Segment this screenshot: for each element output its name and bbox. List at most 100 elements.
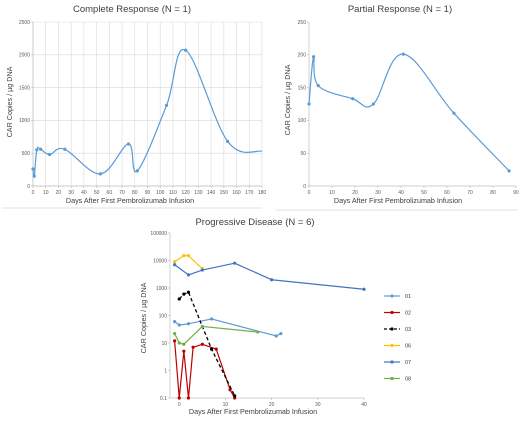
y-tick-label: 0 [27, 184, 30, 190]
x-tick-label: 120 [181, 190, 190, 196]
data-point [173, 263, 177, 267]
y-tick-label: 2500 [19, 20, 30, 26]
data-point [39, 147, 43, 151]
legend-label-01: 01 [405, 294, 411, 300]
data-point [200, 342, 204, 346]
data-point [362, 287, 366, 291]
y-axis-label: CAR Copies / µg DNA [5, 66, 14, 137]
data-point [47, 152, 52, 157]
x-tick-label: 60 [107, 190, 113, 196]
y-tick-label: 500 [22, 151, 31, 157]
y-tick-label: 150 [298, 85, 307, 91]
x-tick-label: 40 [361, 402, 367, 408]
x-axis-label: Days After First Pembrolizumab Infusion [334, 196, 462, 205]
data-point [182, 342, 186, 346]
data-point [164, 103, 169, 107]
series-line-07 [174, 262, 365, 290]
data-point [226, 139, 230, 143]
x-tick-label: 20 [352, 190, 358, 196]
x-tick-label: 100 [156, 190, 165, 196]
y-tick-label: 1000 [156, 286, 167, 292]
x-tick-label: 170 [245, 190, 254, 196]
x-tick-label: 60 [444, 190, 450, 196]
x-tick-label: 90 [145, 190, 151, 196]
x-tick-label: 110 [169, 190, 177, 196]
y-tick-label: 200 [298, 53, 307, 59]
data-point [186, 396, 191, 400]
data-point [98, 172, 103, 176]
data-point [63, 147, 67, 151]
x-tick-label: 150 [220, 190, 229, 196]
x-tick-label: 70 [119, 190, 125, 196]
legend-label-08: 08 [405, 377, 411, 383]
y-axis-label: CAR Copies / µg DNA [283, 64, 292, 135]
y-tick-label: 100 [159, 313, 168, 319]
legend-marker-03 [390, 327, 394, 331]
x-tick-label: 10 [43, 190, 49, 196]
x-tick-label: 0 [308, 190, 311, 196]
legend: 01 02 03 06 07 08 [384, 294, 411, 383]
x-tick-label: 130 [194, 190, 203, 196]
series-line-01 [174, 318, 282, 337]
tick-labels: 0 10 20 30 40 50 60 70 80 90 0 50 100 150 200 250 [298, 20, 519, 196]
x-tick-label: 70 [467, 190, 473, 196]
x-tick-label: 80 [490, 190, 496, 196]
tick-labels: 0 10 20 30 40 50 60 70 80 90 100 110 120 130 140 150 160… [19, 20, 267, 196]
legend-marker-08 [390, 376, 394, 381]
x-tick-label: 50 [94, 190, 100, 196]
data-point [177, 297, 181, 301]
y-axis-label: CAR Copies / µg DNA [139, 282, 148, 353]
data-point [173, 260, 177, 264]
legend-marker-07 [390, 360, 394, 364]
y-tick-label: 2000 [19, 53, 30, 59]
data-point [184, 48, 188, 52]
x-tick-label: 20 [56, 190, 62, 196]
y-tick-label: 10000 [153, 258, 167, 264]
x-tick-label: 80 [132, 190, 138, 196]
x-tick-label: 180 [258, 190, 267, 196]
legend-marker-06 [390, 343, 394, 348]
y-tick-label: 250 [298, 20, 307, 26]
data-point [186, 290, 191, 294]
data-point [200, 324, 204, 329]
chart-title-complete-response: Complete Response (N = 1) [73, 4, 191, 15]
tick-labels: 0 10 20 30 40 0.1 1 10 100 1000 10000 100000 [150, 231, 367, 408]
data-point [186, 273, 191, 277]
legend-label-07: 07 [405, 360, 411, 366]
x-tick-label: 90 [513, 190, 519, 196]
series-line-1 [308, 53, 510, 172]
data-point [177, 341, 181, 345]
y-tick-label: 1000 [19, 118, 30, 124]
axes [31, 21, 263, 188]
axes [307, 21, 517, 188]
data-point [182, 292, 186, 296]
chart-title-progressive-disease: Progressive Disease (N = 6) [195, 217, 314, 228]
data-point [182, 254, 186, 258]
x-tick-label: 140 [207, 190, 216, 196]
legend-label-02: 02 [405, 311, 411, 317]
series [307, 52, 511, 173]
data-point [200, 268, 204, 272]
x-tick-label: 20 [269, 402, 275, 408]
data-point [182, 349, 186, 353]
x-axis-label: Days After First Pembrolizumab Infusion [66, 196, 194, 205]
x-axis-label: Days After First Pembrolizumab Infusion [189, 407, 317, 416]
y-tick-label: 100 [298, 118, 307, 124]
data-point [209, 347, 214, 351]
x-tick-label: 30 [375, 190, 381, 196]
legend-label-03: 03 [405, 327, 411, 333]
data-point [316, 84, 320, 88]
data-point [32, 174, 36, 178]
data-point [126, 142, 131, 146]
data-point [256, 330, 260, 334]
panel-progressive-disease: Progressive Disease (N = 6) 0 10 20 30 400.1… [139, 217, 411, 416]
data-point [135, 169, 139, 173]
legend-marker-02 [390, 310, 394, 315]
legend-marker-01 [390, 294, 394, 298]
x-tick-label: 50 [421, 190, 427, 196]
data-point [177, 396, 181, 400]
y-tick-label: 1500 [19, 85, 30, 91]
data-point [177, 323, 181, 327]
data-point [186, 254, 191, 258]
